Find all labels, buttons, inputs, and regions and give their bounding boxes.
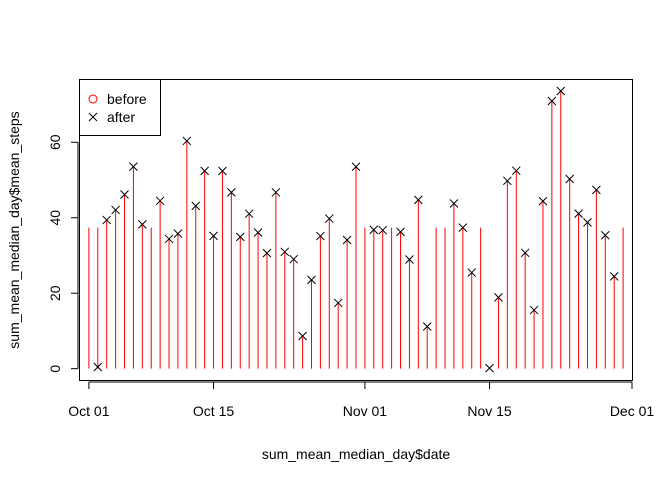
after-point [244,209,254,219]
x-axis: Oct 01 Oct 15 Nov 01 Nov 15 Dec 01 [68,381,655,419]
y-tick-label: 20 [47,285,63,301]
after-point [494,293,503,302]
x-axis-label: sum_mean_median_day$date [262,446,451,462]
x-tick-label: Dec 01 [610,403,655,419]
after-point [583,218,592,227]
y-axis: 0 20 40 60 [47,134,79,373]
after-point [467,268,477,277]
after-point [503,176,512,186]
x-tick-label: Nov 01 [343,403,388,419]
after-point [574,209,583,218]
after-point [405,255,414,264]
after-point [271,187,281,197]
after-point [102,215,112,225]
y-tick-label: 0 [47,365,63,373]
legend-before-label: before [107,91,147,107]
x-tick-label: Nov 15 [467,403,512,419]
after-point [173,229,183,239]
after-point [218,166,227,176]
after-point [592,185,601,195]
after-point [538,196,548,206]
after-point [378,225,388,235]
after-series [93,86,619,373]
after-point [120,190,129,199]
before-series [88,90,624,369]
after-point [485,363,494,373]
after-point [316,231,325,241]
after-point [609,271,619,281]
after-point [289,254,299,264]
after-point [556,86,566,96]
legend-before-symbol [88,94,98,104]
after-point [324,214,334,223]
after-point [422,322,432,331]
after-point [200,166,209,176]
after-point [235,232,245,242]
legend: before after [79,79,161,136]
legend-after-symbol [88,112,98,122]
y-axis-label: sum_mean_median_day$mean_steps [6,111,22,348]
after-point [280,247,290,257]
after-point [413,195,423,205]
y-tick-label: 60 [47,134,63,150]
after-point [227,188,236,197]
legend-box [79,79,161,136]
after-point [351,162,361,172]
after-point [253,228,263,237]
after-point [369,225,379,235]
legend-after-label: after [107,109,135,125]
after-point [307,275,316,285]
after-point [511,166,521,176]
after-point [565,174,575,184]
after-point [155,196,165,206]
after-point [600,230,610,240]
after-point [458,223,468,232]
y-tick-label: 40 [47,210,63,226]
after-point [209,231,218,241]
after-point [93,362,103,372]
after-point [137,219,147,229]
after-point [529,305,539,315]
x-tick-label: Oct 01 [68,403,109,419]
after-point [164,234,174,244]
after-point [547,96,557,106]
after-point [298,331,307,341]
x-tick-label: Oct 15 [193,403,234,419]
after-point [129,162,138,171]
after-point [182,136,192,146]
after-point [342,235,352,245]
after-point [396,227,405,237]
after-point [333,298,343,308]
plot-box [79,79,633,381]
after-point [111,205,120,215]
after-point [520,248,530,258]
after-point [262,248,272,258]
after-point [449,199,459,208]
after-point [191,201,201,211]
